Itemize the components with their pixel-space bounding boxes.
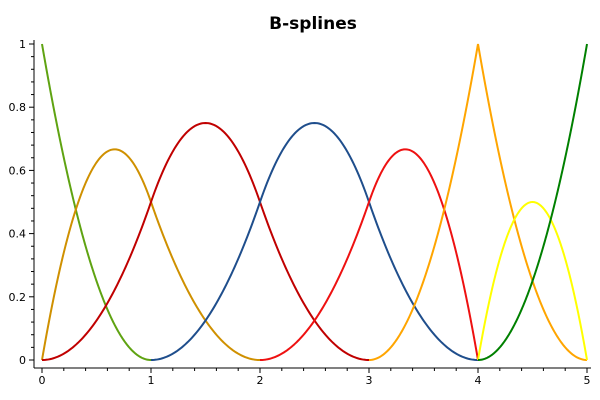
- y-tick-label: 1: [19, 38, 26, 51]
- series-line-4: [150, 121, 479, 361]
- series-line-1: [41, 43, 152, 361]
- series-line-3: [41, 121, 370, 361]
- x-tick-label: 3: [366, 374, 373, 387]
- x-tick-label: 2: [257, 374, 264, 387]
- series-line-7: [477, 200, 588, 361]
- x-tick-label: 4: [475, 374, 482, 387]
- x-tick-label: 5: [584, 374, 591, 387]
- y-tick-label: 0: [19, 354, 26, 367]
- chart-title: B-splines: [269, 14, 357, 34]
- series-line-8: [477, 43, 588, 361]
- y-tick-label: 0.6: [9, 164, 27, 177]
- y-tick-label: 0.8: [9, 101, 27, 114]
- x-tick-label: 1: [148, 374, 155, 387]
- series-line-5: [259, 148, 479, 361]
- x-tick-label: 0: [39, 374, 46, 387]
- series-layer: [41, 43, 588, 361]
- axes-layer: 0 1 2 3 4 5 0 0.2 0.4 0.6 0.8 1: [9, 38, 591, 387]
- y-tick-label: 0.4: [9, 228, 27, 241]
- series-line-2: [41, 148, 261, 361]
- y-tick-label: 0.2: [9, 291, 27, 304]
- series-line-6: [368, 43, 588, 361]
